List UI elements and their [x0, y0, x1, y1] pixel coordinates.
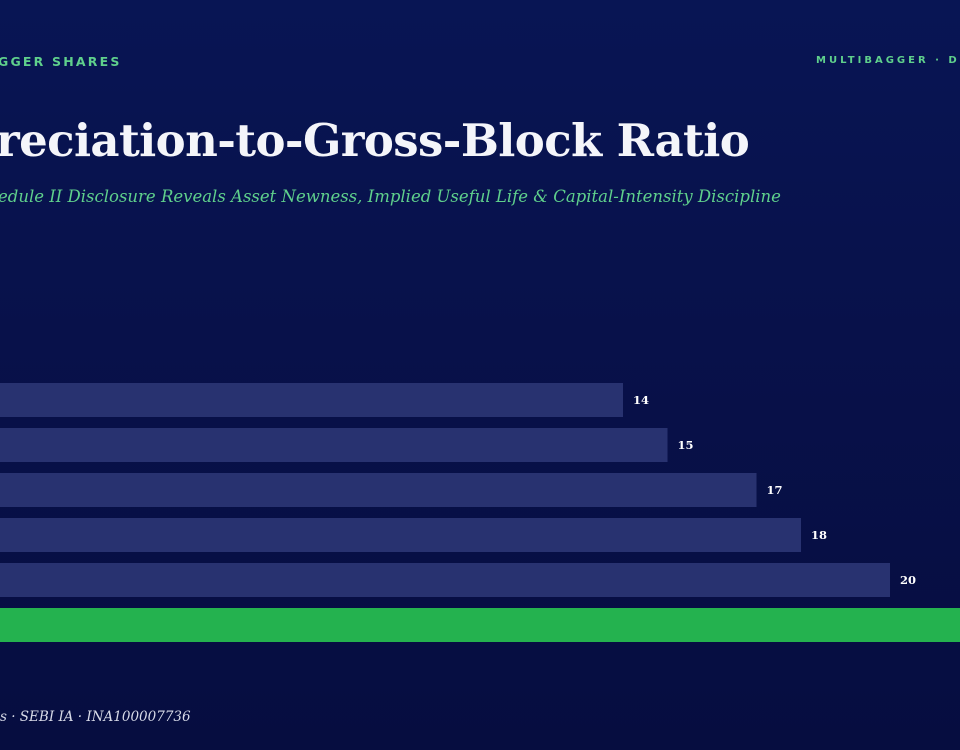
bar-1	[0, 383, 623, 417]
bar-4	[0, 518, 801, 552]
bar-5	[0, 563, 890, 597]
chart-subtitle: edule II Disclosure Reveals Asset Newnes…	[0, 187, 781, 206]
brand-label-right: MULTIBAGGER · D	[816, 55, 960, 66]
bar-value-label: 14	[633, 393, 649, 407]
bar-value-label: 17	[767, 483, 783, 497]
footer-disclaimer: es · SEBI IA · INA100007736	[0, 709, 191, 725]
chart-title: reciation-to-Gross-Block Ratio	[0, 114, 750, 167]
bar-2	[0, 428, 668, 462]
highlight-bar	[0, 608, 960, 642]
bar-3	[0, 473, 757, 507]
brand-label: GGER SHARES	[0, 54, 122, 69]
bar-value-label: 18	[811, 528, 827, 542]
bar-value-label: 20	[900, 573, 916, 587]
bar-value-label: 15	[678, 438, 694, 452]
